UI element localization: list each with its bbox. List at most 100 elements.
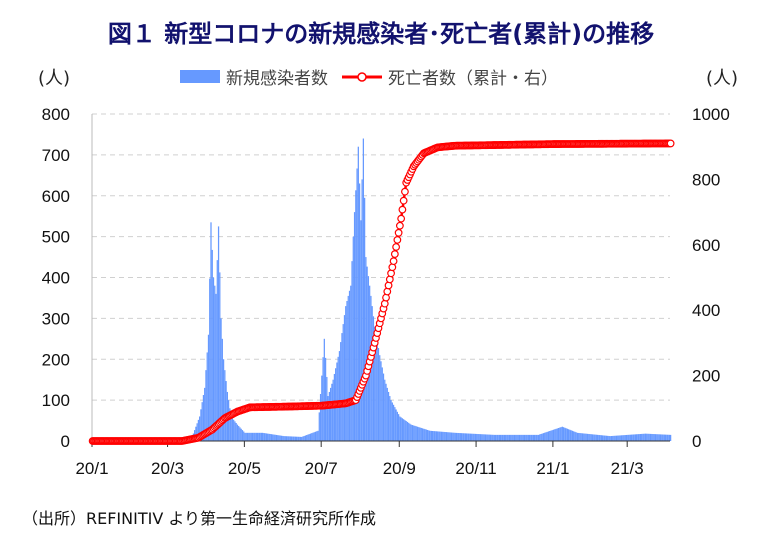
case-bar: [454, 432, 456, 441]
case-bar: [265, 433, 268, 441]
case-bar: [613, 435, 615, 441]
case-bar: [588, 433, 590, 441]
right-tick-label: 1000: [692, 105, 730, 124]
case-bar: [444, 432, 446, 441]
case-bar: [196, 423, 198, 441]
left-tick-label: 600: [42, 187, 70, 206]
case-bar: [651, 433, 653, 441]
case-bar: [220, 318, 222, 441]
case-bar: [405, 421, 407, 441]
case-bar: [476, 433, 478, 441]
case-bar: [478, 434, 480, 441]
case-bar: [528, 434, 531, 441]
case-bar: [221, 338, 223, 441]
case-bar: [668, 434, 670, 441]
case-bar: [311, 433, 313, 441]
case-bar: [299, 436, 302, 441]
x-tick-label: 20/7: [305, 459, 338, 478]
x-tick-label: 21/3: [611, 459, 644, 478]
case-bar: [200, 409, 202, 441]
case-bar: [627, 434, 629, 441]
case-bar: [438, 431, 440, 441]
case-bar: [481, 434, 483, 441]
case-bar: [298, 436, 300, 441]
case-bar: [418, 427, 420, 441]
case-bar: [245, 432, 247, 441]
case-bar: [463, 433, 465, 441]
case-bar: [589, 434, 591, 441]
deaths-marker: [390, 250, 399, 258]
case-bar: [523, 434, 526, 441]
case-bar: [195, 426, 197, 441]
case-bar: [316, 431, 318, 441]
case-bar: [522, 434, 524, 441]
case-bar: [423, 428, 425, 441]
case-bar: [434, 431, 436, 441]
case-bar: [212, 277, 215, 441]
case-bar: [637, 434, 639, 441]
legend-deaths-label: 死亡者数（累計・右）: [388, 69, 558, 89]
deaths-marker: [385, 275, 394, 284]
case-bar: [551, 430, 553, 441]
case-bar: [352, 236, 354, 441]
case-bar: [518, 434, 521, 441]
case-bar: [216, 260, 218, 441]
case-bar: [609, 436, 611, 441]
case-bar: [439, 431, 441, 441]
case-bar: [279, 435, 281, 441]
case-bar: [409, 423, 411, 441]
case-bar: [260, 432, 262, 441]
case-bar: [453, 432, 455, 441]
case-bar: [270, 434, 273, 441]
case-bar: [246, 432, 249, 441]
case-bar: [527, 434, 529, 441]
case-bar: [612, 435, 614, 441]
case-bar: [293, 436, 295, 441]
case-bar: [228, 400, 230, 441]
case-bar: [630, 434, 633, 441]
case-bar: [231, 418, 234, 441]
case-bar: [287, 436, 289, 441]
case-bar: [546, 431, 548, 441]
case-bar: [586, 433, 589, 441]
case-bar: [235, 423, 237, 441]
case-bar: [206, 352, 208, 441]
case-bar: [238, 426, 240, 441]
case-bar: [312, 432, 314, 441]
case-bar: [269, 433, 271, 441]
case-bar: [468, 433, 470, 441]
case-bar: [554, 429, 556, 441]
case-bar: [492, 434, 494, 441]
case-bar: [366, 266, 368, 441]
case-bar: [256, 432, 259, 441]
case-bar: [581, 433, 584, 441]
case-bar: [638, 434, 640, 441]
case-bar: [452, 432, 454, 441]
case-bar: [389, 396, 391, 441]
deaths-marker: [666, 139, 675, 148]
case-bar: [343, 315, 346, 441]
case-bar: [662, 434, 664, 441]
case-bar: [505, 434, 507, 441]
case-bar: [207, 334, 210, 441]
case-bar: [222, 359, 225, 441]
case-bar: [594, 434, 596, 441]
case-bar: [414, 425, 416, 441]
case-bar: [277, 435, 279, 441]
case-bar: [556, 428, 558, 441]
case-bar: [512, 434, 514, 441]
case-bar: [471, 433, 473, 441]
case-bar: [267, 433, 269, 441]
case-bar: [285, 436, 288, 441]
case-bar: [639, 433, 642, 441]
case-bar: [275, 434, 278, 441]
case-bar: [259, 432, 261, 441]
left-tick-label: 700: [42, 146, 70, 165]
case-bar: [566, 428, 568, 441]
case-bar: [625, 434, 628, 441]
case-bar: [280, 435, 283, 441]
x-tick-label: 20/9: [383, 459, 416, 478]
case-bar: [361, 179, 363, 441]
deaths-marker: [393, 235, 402, 244]
